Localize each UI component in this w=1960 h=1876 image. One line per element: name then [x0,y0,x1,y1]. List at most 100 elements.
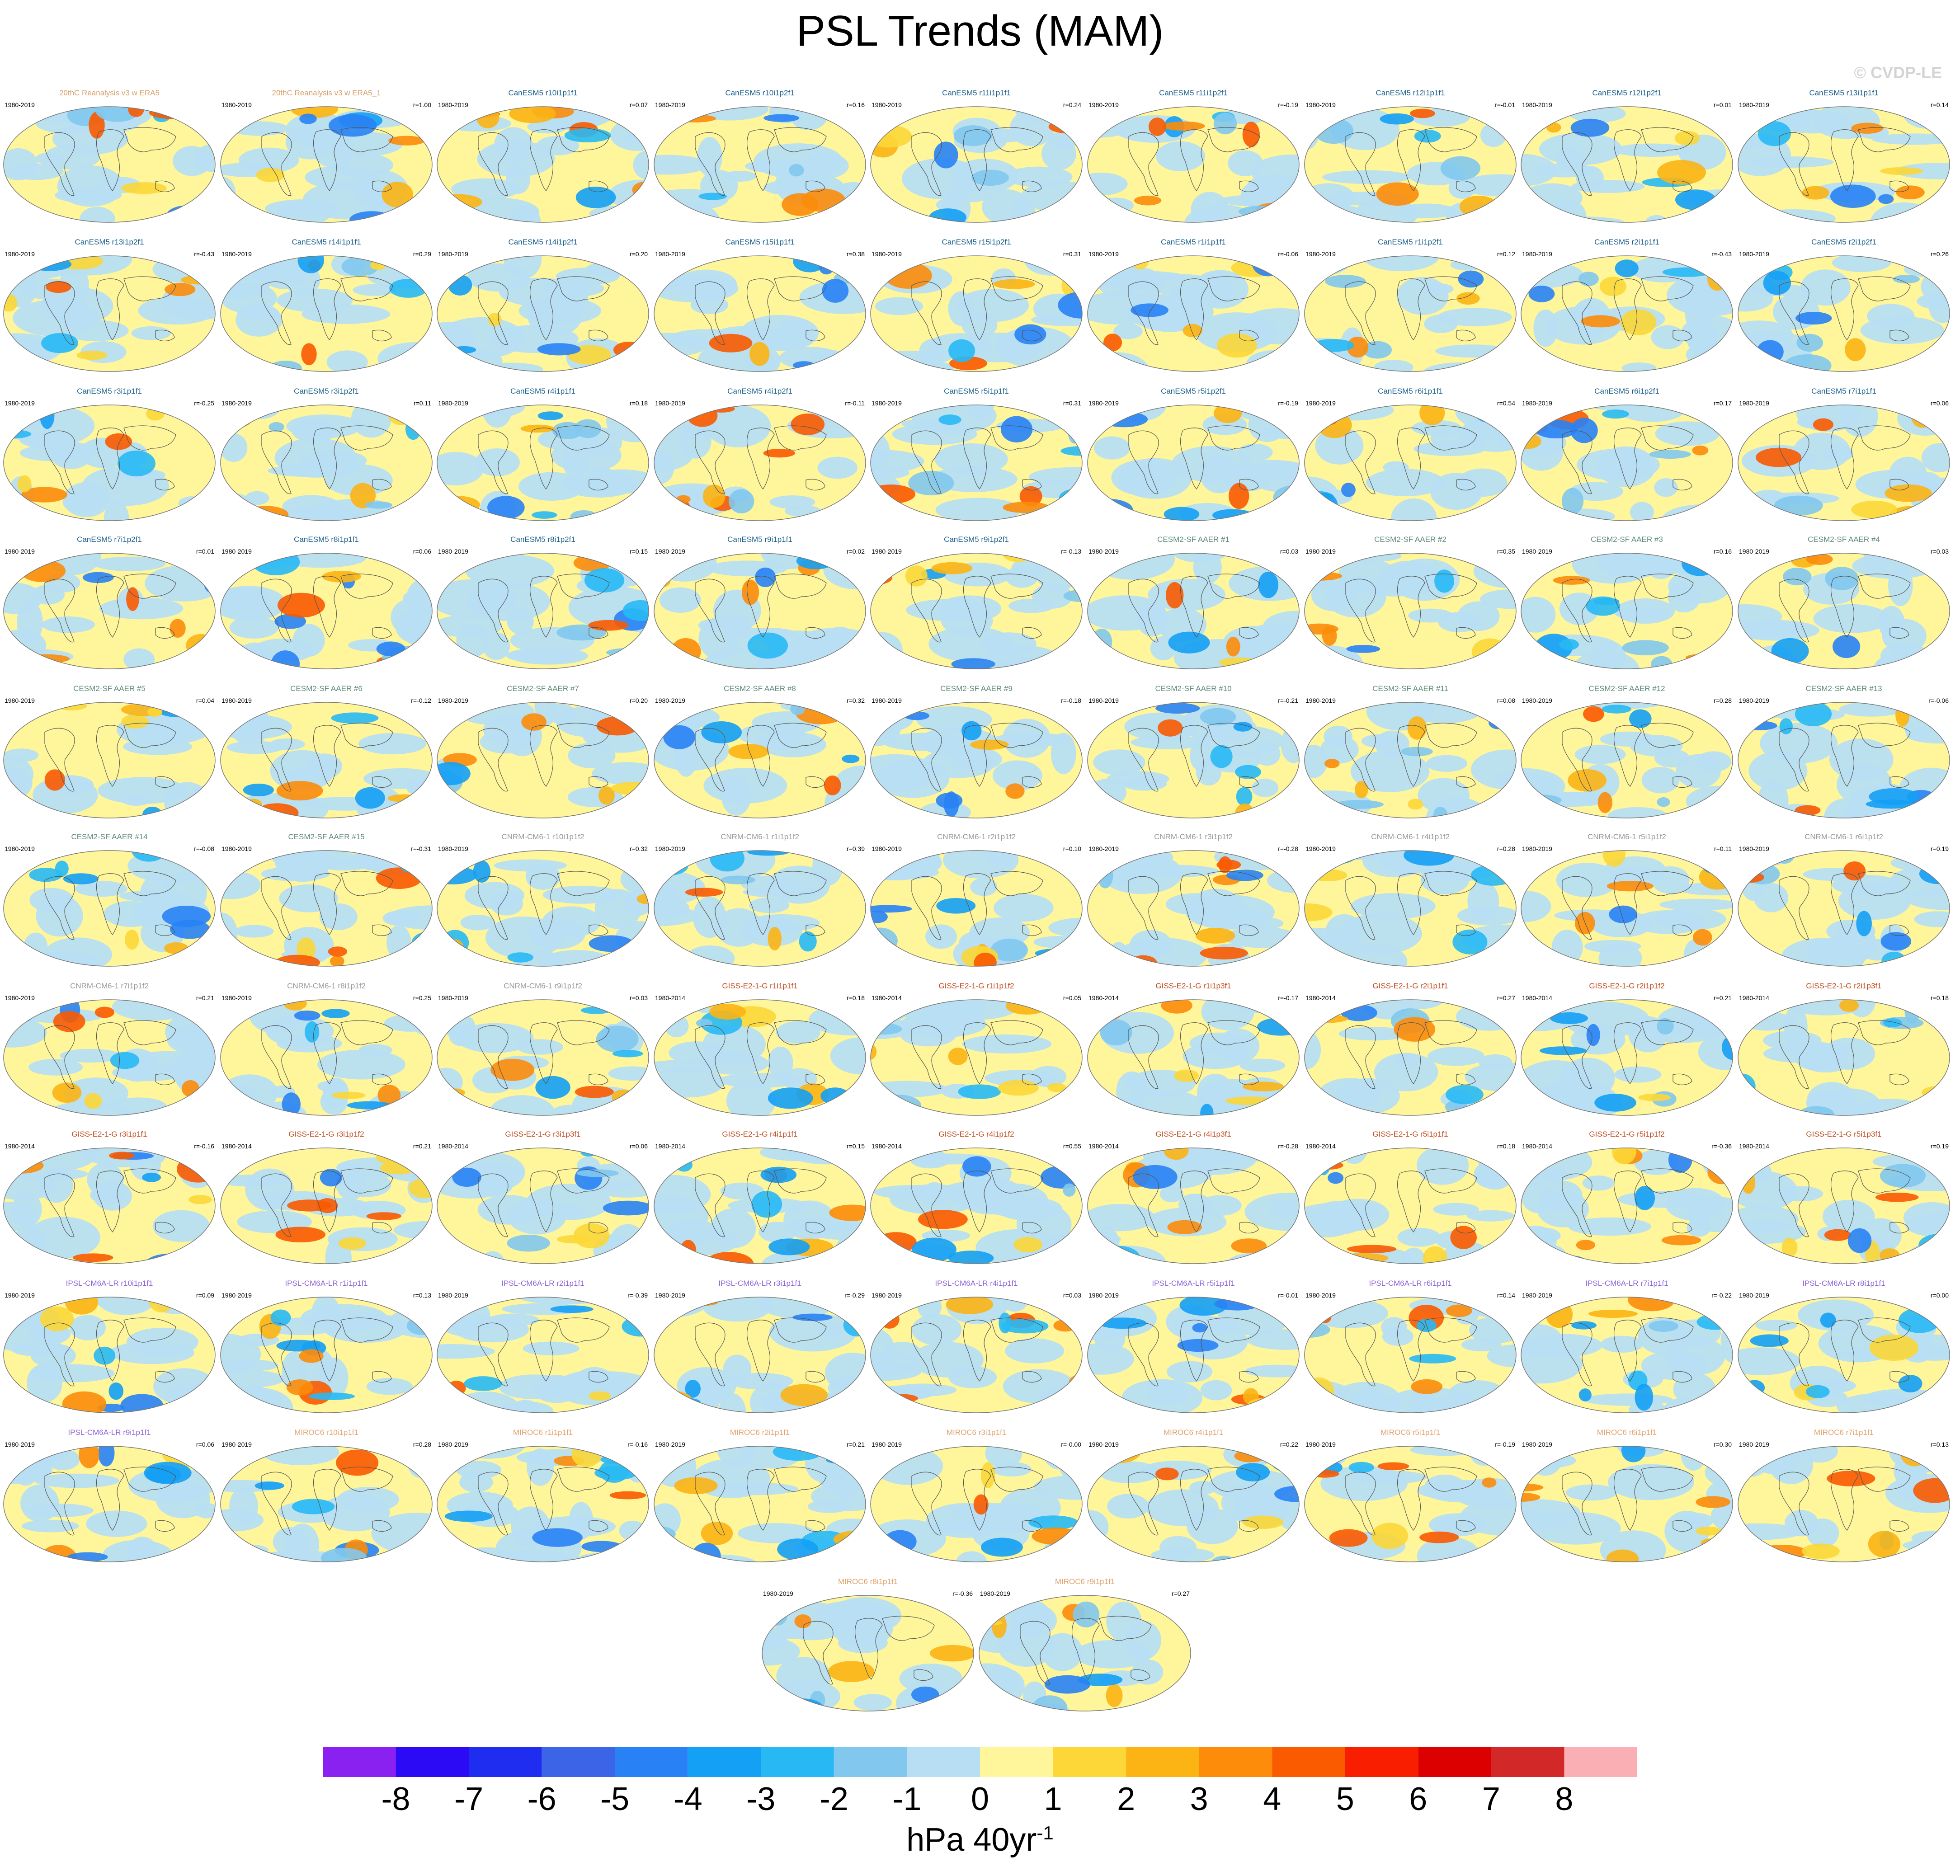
map-panel: CNRM-CM6-1 r8i1p1f2 1980-2019 r=0.25 [219,982,434,1117]
map-globe [220,404,433,521]
panel-correlation: r=0.27 [1497,994,1515,1001]
panel-correlation: r=0.54 [1497,400,1515,407]
map-globe [3,1147,216,1264]
colorbar-tick-label: -6 [527,1781,556,1817]
panel-years: 1980-2019 [1305,1292,1336,1299]
panel-title: CanESM5 r11i1p1f1 [942,89,1011,97]
panel-years: 1980-2019 [438,1441,468,1448]
panel-years: 1980-2019 [438,101,468,108]
map-globe [220,553,433,669]
colorbar-segment [1491,1747,1564,1777]
panel-years: 1980-2019 [438,250,468,258]
panel-correlation: r=1.00 [413,101,431,108]
panel-title: CESM2-SF AAER #15 [288,832,365,841]
map-panel: CESM2-SF AAER #6 1980-2019 r=-0.12 [219,684,434,820]
map-globe [3,702,216,818]
map-globe [1738,106,1950,223]
map-panel: GISS-E2-1-G r3i1p3f1 1980-2014 r=0.06 [435,1130,650,1265]
map-panel: IPSL-CM6A-LR r1i1p1f1 1980-2019 r=0.13 [219,1279,434,1415]
panel-title: CanESM5 r13i1p1f1 [1809,89,1879,97]
map-globe [3,999,216,1116]
panel-years: 1980-2019 [655,1441,685,1448]
panel-years: 1980-2019 [655,548,685,555]
panel-title: CNRM-CM6-1 r3i1p1f2 [1154,832,1233,841]
panel-years: 1980-2014 [1305,994,1336,1001]
panel-years: 1980-2019 [1739,400,1769,407]
map-globe [654,702,866,818]
map-globe [1738,1446,1950,1562]
panel-years: 1980-2019 [1739,548,1769,555]
panel-title: GISS-E2-1-G r2i1p1f1 [1372,982,1448,990]
panel-title: CanESM5 r8i1p1f1 [294,535,359,544]
panel-correlation: r=0.10 [1063,845,1081,852]
map-globe [437,255,649,372]
panel-title: CESM2-SF AAER #12 [1588,684,1665,693]
panel-years: 1980-2019 [5,1441,35,1448]
colorbar-tick-label: 6 [1409,1781,1428,1817]
colorbar-tick-label: 7 [1482,1781,1500,1817]
map-globe [1304,1297,1517,1413]
panel-title: CESM2-SF AAER #10 [1155,684,1232,693]
panel-title: GISS-E2-1-G r4i1p3f1 [1155,1130,1231,1138]
panel-years: 1980-2019 [1305,250,1336,258]
page-title: PSL Trends (MAM) [796,7,1164,55]
panel-correlation: r=0.21 [413,1143,431,1150]
panel-title: CESM2-SF AAER #8 [724,684,796,693]
panel-years: 1980-2019 [872,101,902,108]
map-globe [437,553,649,669]
panel-correlation: r=-0.08 [194,845,214,852]
panel-title: CanESM5 r8i1p2f1 [510,535,575,544]
map-panel: CanESM5 r7i1p1f1 1980-2019 r=0.06 [1736,387,1951,522]
map-globe [1738,404,1950,521]
panel-correlation: r=0.17 [1713,400,1732,407]
panel-years: 1980-2019 [1522,548,1552,555]
map-panel: CanESM5 r9i1p1f1 1980-2019 r=0.02 [652,535,867,671]
colorbar-segment [1345,1747,1418,1777]
map-globe [220,1297,433,1413]
colorbar-tick-label: 3 [1190,1781,1208,1817]
colorbar-tick-label: 2 [1117,1781,1135,1817]
colorbar-units: hPa 40yr-1 [0,1821,1960,1858]
panel-title: GISS-E2-1-G r5i1p1f2 [1589,1130,1665,1138]
panel-years: 1980-2019 [1739,1441,1769,1448]
panel-correlation: r=0.00 [1930,1292,1949,1299]
panel-title: GISS-E2-1-G r4i1p1f1 [722,1130,798,1138]
colorbar-tick-label: -5 [600,1781,630,1817]
panel-correlation: r=-0.01 [1278,1292,1298,1299]
panel-correlation: r=0.06 [413,548,431,555]
panel-years: 1980-2019 [438,697,468,704]
map-globe [220,702,433,818]
map-panel: CNRM-CM6-1 r7i1p1f2 1980-2019 r=0.21 [2,982,217,1117]
panel-title: GISS-E2-1-G r2i1p1f2 [1589,982,1665,990]
panel-years: 1980-2019 [1088,845,1119,852]
panel-correlation: r=0.29 [413,250,431,258]
panel-title: MIROC6 r4i1p1f1 [1163,1428,1224,1437]
map-panel: CanESM5 r8i1p1f1 1980-2019 r=0.06 [219,535,434,671]
map-globe [1087,553,1300,669]
map-panel: MIROC6 r9i1p1f1 1980-2019 r=0.27 [977,1577,1192,1713]
panel-years: 1980-2019 [1522,1292,1552,1299]
panel-title: CanESM5 r9i1p2f1 [944,535,1009,544]
panel-correlation: r=0.28 [1497,845,1515,852]
panel-correlation: r=0.01 [196,548,214,555]
map-globe [654,850,866,967]
panel-title: CESM2-SF AAER #11 [1372,684,1448,693]
map-panel: CanESM5 r15i1p2f1 1980-2019 r=0.31 [869,238,1084,373]
panel-years: 1980-2019 [5,101,35,108]
panel-title: 20thC Reanalysis v3 w ERA5_1 [272,89,381,97]
map-panel: IPSL-CM6A-LR r8i1p1f1 1980-2019 r=0.00 [1736,1279,1951,1415]
panel-years: 1980-2019 [1522,250,1552,258]
map-panel: IPSL-CM6A-LR r3i1p1f1 1980-2019 r=-0.29 [652,1279,867,1415]
map-panel: CESM2-SF AAER #1 1980-2019 r=0.03 [1086,535,1301,671]
map-panel: IPSL-CM6A-LR r10i1p1f1 1980-2019 r=0.09 [2,1279,217,1415]
panel-correlation: r=0.15 [629,548,648,555]
panel-correlation: r=0.21 [196,994,214,1001]
panel-title: GISS-E2-1-G r2i1p3f1 [1806,982,1882,990]
panel-correlation: r=-0.12 [411,697,431,704]
panel-correlation: r=-0.11 [845,400,865,407]
panel-title: CanESM5 r1i1p2f1 [1378,238,1443,246]
panel-correlation: r=0.14 [1497,1292,1515,1299]
panel-title: CNRM-CM6-1 r10i1p1f2 [501,832,584,841]
colorbar-segment [1053,1747,1126,1777]
colorbar-tick-label: -4 [673,1781,702,1817]
